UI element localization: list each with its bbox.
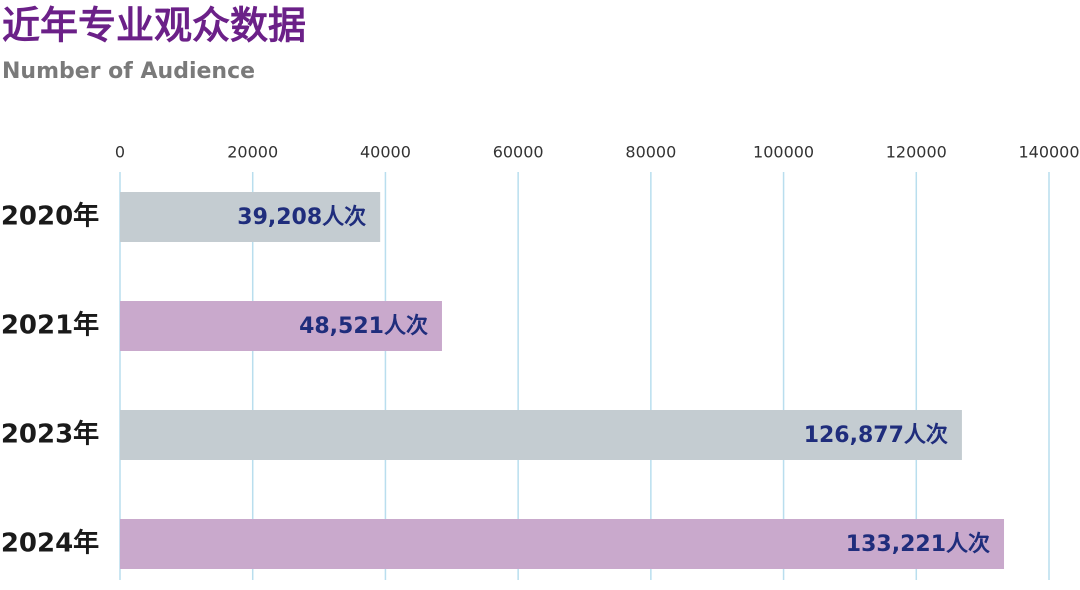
value-label: 133,221人次 xyxy=(846,531,990,557)
x-tick-label: 0 xyxy=(115,143,125,162)
value-label: 126,877人次 xyxy=(804,422,948,448)
x-tick-label: 80000 xyxy=(625,143,676,162)
bar xyxy=(120,301,442,351)
bar xyxy=(120,519,1005,569)
x-tick-label: 120000 xyxy=(886,143,947,162)
category-label: 2020年 xyxy=(1,201,99,232)
value-label: 48,521人次 xyxy=(299,313,428,339)
x-tick-label: 60000 xyxy=(493,143,544,162)
x-tick-label: 40000 xyxy=(360,143,411,162)
category-label: 2023年 xyxy=(1,419,99,450)
value-label: 39,208人次 xyxy=(237,204,366,230)
chart-title: 近年专业观众数据 xyxy=(2,4,306,48)
category-label: 2024年 xyxy=(1,528,99,559)
bar xyxy=(120,192,381,242)
x-tick-label: 140000 xyxy=(1018,143,1079,162)
chart-subtitle: Number of Audience xyxy=(2,59,255,84)
bar xyxy=(120,410,962,460)
x-tick-label: 20000 xyxy=(227,143,278,162)
x-tick-label: 100000 xyxy=(753,143,814,162)
category-label: 2021年 xyxy=(1,310,99,341)
